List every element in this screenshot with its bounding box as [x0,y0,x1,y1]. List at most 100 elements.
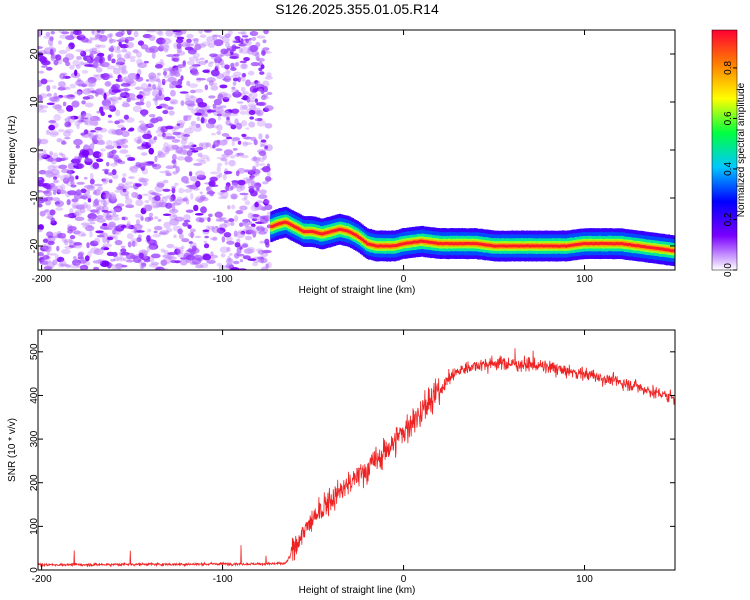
noise-cell [120,69,128,75]
ridge-cell [371,243,374,247]
spectrogram-x-ticks: -200 -100 0 100 [32,30,593,285]
ridge-cell [431,241,434,245]
noise-cell [65,105,74,112]
ridge-cell [379,244,382,248]
noise-cell [38,203,43,208]
noise-cell [63,238,74,244]
ridge-cell [657,247,661,250]
noise-cell [77,155,82,161]
noise-cell [260,218,266,224]
noise-cell [115,186,124,191]
noise-cell [114,239,123,246]
noise-cell [224,160,229,166]
noise-cell [38,169,47,175]
noise-cell [113,157,118,165]
snr-y-tick-label: 0 [29,567,40,573]
noise-cell [61,232,66,238]
noise-cell [141,262,147,267]
noise-cell [186,80,191,87]
noise-cell [77,90,82,97]
noise-cell [46,66,53,71]
noise-cell [68,245,75,248]
noise-cell [193,204,199,212]
noise-cell [70,180,75,186]
noise-cell [122,173,127,178]
noise-cell [38,189,44,193]
noise-cell [162,254,172,259]
noise-cell [143,204,150,211]
noise-cell [74,209,82,217]
noise-cell [77,252,84,259]
ridge-cell [493,244,496,248]
noise-cell [238,47,243,54]
noise-cell [103,92,107,100]
ridge-cell [498,244,501,248]
noise-cell [248,221,253,225]
noise-cell [213,107,224,114]
noise-cell [203,240,208,244]
noise-cell [235,90,239,95]
noise-cell [90,90,97,94]
noise-cell [258,67,263,72]
noise-cell [89,240,99,247]
noise-cell [96,158,104,163]
noise-cell [232,137,241,141]
noise-cell [230,267,240,270]
noise-cell [153,136,158,141]
noise-cell [38,82,43,87]
noise-cell [110,195,117,202]
noise-cell [176,123,181,126]
noise-cell [250,212,255,220]
noise-cell [38,170,45,175]
noise-cell [240,230,246,235]
ridge-cell [465,241,469,245]
ridge-cell [565,244,568,248]
noise-cell [77,231,86,237]
ridge-cell [312,230,315,234]
ridge-cell [296,226,299,230]
ridge-cell [369,243,372,247]
noise-cell [159,230,170,235]
noise-cell [191,38,200,42]
noise-cell [67,190,77,196]
noise-cell [69,235,76,240]
noise-cell [228,252,233,256]
ridge-cell [552,244,555,248]
noise-cell [183,188,193,193]
noise-cell [176,252,186,258]
noise-cell [65,45,72,52]
noise-cell [149,75,154,81]
noise-cell [72,30,82,36]
ridge-cell [641,245,644,248]
noise-cell [257,206,268,211]
noise-cell [252,256,261,263]
noise-cell [194,235,202,239]
ridge-cell [439,241,443,245]
noise-cell [235,61,240,67]
noise-cell [256,226,264,232]
noise-cell [232,71,242,77]
noise-cell [155,266,165,270]
noise-cell [183,133,191,138]
ridge-cell [358,236,361,239]
ridge-cell [289,223,293,227]
noise-cell [245,231,251,235]
snr-panel: -200 -100 0 100 0 100 200 300 400 500 Height of … [7,329,676,596]
noise-cell [97,258,103,265]
noise-cell [241,104,248,111]
noise-cell [110,193,117,200]
noise-cell [237,31,246,35]
noise-cell [97,186,103,192]
ridge-cell [340,228,343,232]
noise-cell [253,158,261,163]
noise-cell [240,154,249,159]
noise-cell [140,83,148,90]
noise-cell [190,175,199,182]
noise-cell [149,123,153,128]
ridge-cell [511,244,514,248]
noise-cell [153,87,164,91]
ridge-cell [397,243,400,247]
noise-cell [121,48,128,53]
ridge-cell [387,244,390,248]
